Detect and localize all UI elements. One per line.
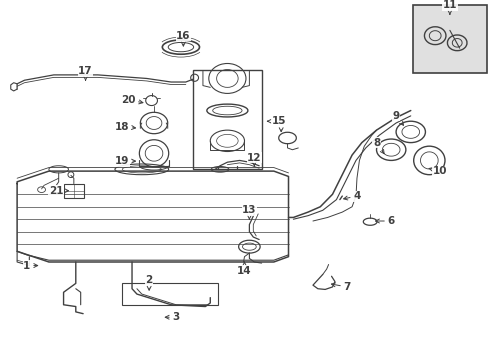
Text: 7: 7 [331, 282, 350, 292]
Text: 1: 1 [23, 261, 38, 271]
Text: 19: 19 [115, 156, 135, 166]
Text: 2: 2 [145, 275, 152, 290]
Text: 5: 5 [277, 116, 284, 132]
Text: 10: 10 [428, 166, 447, 176]
Text: 18: 18 [115, 122, 135, 131]
Bar [412, 5, 486, 73]
Bar [63, 184, 84, 198]
Text: 8: 8 [372, 138, 384, 154]
Text: 15: 15 [267, 116, 285, 126]
Text: 16: 16 [176, 31, 190, 46]
Text: 14: 14 [237, 262, 251, 276]
Text: 3: 3 [165, 312, 179, 322]
Text: 9: 9 [392, 111, 403, 125]
Text: 11: 11 [442, 0, 456, 14]
Text: 6: 6 [375, 216, 394, 226]
Text: 4: 4 [343, 191, 360, 201]
Text: 12: 12 [246, 153, 261, 166]
Bar [122, 283, 217, 305]
Text: 21: 21 [49, 186, 68, 196]
Text: 13: 13 [242, 205, 256, 219]
Text: 20: 20 [121, 95, 142, 105]
Bar [193, 69, 261, 169]
Text: 17: 17 [78, 66, 93, 80]
